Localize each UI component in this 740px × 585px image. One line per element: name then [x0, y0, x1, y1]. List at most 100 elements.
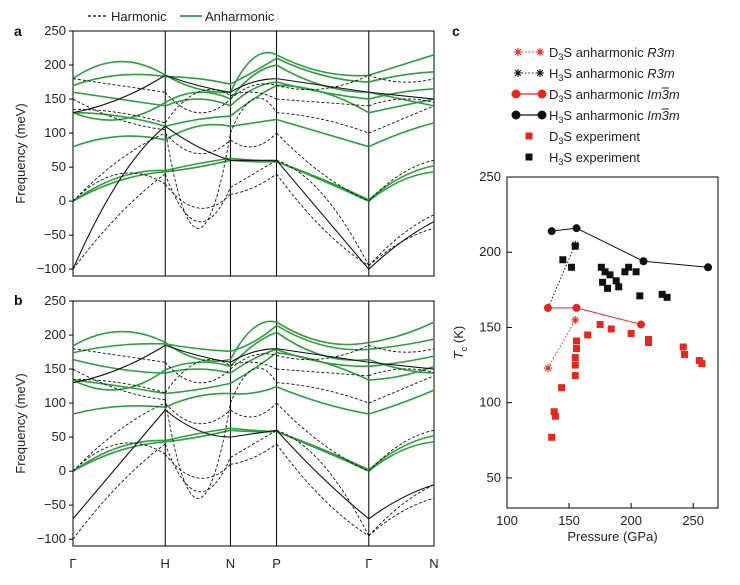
experiment-square-point	[573, 337, 581, 345]
legend-circle-marker	[537, 89, 547, 99]
x-tick-label: 100	[496, 513, 518, 528]
y-axis-label-subscript: c	[459, 346, 469, 351]
anharmonic-band-segment	[164, 123, 231, 141]
legend-phase-label: Im3m	[647, 87, 680, 102]
panel-a-dispersion: −100 −50 0 50 100 150 200 250 Frequency (meV)	[13, 23, 435, 277]
harmonic-band-segment	[276, 402, 369, 472]
anharmonic-band-segment	[368, 358, 435, 374]
experiment-square-point	[559, 256, 567, 264]
harmonic-optical-segment	[230, 348, 277, 363]
experiment-square-point	[597, 263, 605, 271]
panel-c-label: c	[452, 23, 460, 39]
anharmonic-band-segment	[72, 379, 166, 395]
anharmonic-band-segment	[165, 157, 231, 172]
harmonic-band-segment	[230, 159, 277, 188]
y-tick-label: 250	[479, 169, 501, 184]
k-point-label: H	[161, 556, 170, 571]
legend-phase-label: R3m	[647, 66, 675, 81]
experiment-square-point	[571, 372, 579, 380]
harmonic-band-segment	[368, 74, 435, 83]
y-axis-label-symbol: T	[451, 350, 466, 359]
harmonic-acoustic-segment	[368, 221, 435, 270]
harmonic-band-segment	[164, 402, 231, 424]
legend-entry-text: S anharmonic	[563, 108, 647, 123]
legend-entry-text: S anharmonic	[563, 45, 647, 60]
anharmonic-band-segment	[72, 330, 166, 347]
anharmonic-band-segment	[165, 427, 231, 442]
harmonic-band-segment	[276, 429, 370, 536]
experiment-square-point	[604, 284, 612, 292]
harmonic-band-segment	[230, 353, 277, 370]
experiment-square-point	[596, 320, 604, 328]
legend-formula-subscript: 3	[558, 136, 563, 146]
harmonic-band-segment	[72, 402, 166, 472]
harmonic-band-segment	[230, 83, 277, 100]
anharmonic-band-segment	[72, 135, 166, 148]
legend-formula-prefix: D	[549, 87, 558, 102]
anharmonic-band-segment	[72, 101, 166, 121]
harmonic-band-segment	[276, 173, 370, 267]
im3m-series-line	[547, 307, 642, 325]
harmonic-band-segment	[72, 442, 166, 472]
harmonic-band-segment	[276, 74, 369, 90]
im3m-series-line	[551, 227, 709, 268]
legend-formula-prefix: H	[549, 108, 558, 123]
plot-frame	[72, 30, 435, 277]
legend-entry-text: S anharmonic	[563, 87, 647, 102]
y-tick-label: 50	[52, 429, 66, 444]
im3m-circle-point	[547, 227, 556, 236]
panel-b-dispersion: −100 −50 0 50 100 150 200 250 Γ H N P Γ N Frequency (m…	[13, 293, 439, 571]
anharmonic-band-segment	[72, 439, 166, 472]
legend-star-marker	[514, 69, 522, 77]
r3m-star-point	[571, 315, 580, 324]
experiment-square-point	[558, 384, 566, 392]
legend-formula-prefix: D	[549, 129, 558, 144]
panel-a-legend: Harmonic Anharmonic	[88, 9, 275, 24]
legend-formula-subscript: 3	[558, 52, 563, 62]
experiment-square-point	[601, 268, 609, 276]
anharmonic-band-segment	[368, 441, 435, 472]
panel-a-label: a	[14, 23, 22, 39]
harmonic-band-segment	[230, 91, 277, 100]
anharmonic-band-segment	[72, 169, 166, 202]
experiment-square-point	[632, 268, 640, 276]
y-axis-label-unit: (K)	[451, 326, 466, 347]
legend-formula-subscript: 3	[558, 157, 563, 167]
y-axis-label: Frequency (meV)	[13, 103, 28, 203]
legend-phase-label: Im3m	[647, 108, 680, 123]
harmonic-optical-segment	[276, 348, 369, 363]
y-axis-label: Tc (K)	[451, 326, 469, 359]
experiment-square-point	[621, 268, 629, 276]
anharmonic-band-segment	[230, 57, 277, 85]
legend-square-marker	[525, 132, 533, 140]
legend-star-marker	[536, 48, 544, 56]
harmonic-band-segment	[230, 429, 277, 458]
im3m-circle-point	[639, 257, 648, 266]
anharmonic-band-segment	[72, 73, 166, 87]
experiment-square-point	[679, 343, 687, 351]
anharmonic-band-segment	[368, 71, 435, 83]
anharmonic-band-segment	[276, 54, 369, 77]
harmonic-acoustic-segment	[368, 484, 435, 520]
y-axis-label: Frequency (meV)	[13, 373, 28, 473]
legend-formula-prefix: H	[549, 66, 558, 81]
experiment-square-point	[606, 271, 614, 279]
harmonic-band-segment	[368, 98, 435, 107]
legend-circle-marker	[511, 89, 521, 99]
legend-circle-marker	[537, 110, 547, 120]
harmonic-acoustic-segment	[164, 409, 231, 438]
legend-entry-label: H3S anharmonic Im3m	[549, 108, 680, 125]
harmonic-band-segment	[164, 453, 231, 479]
harmonic-band-segment	[276, 132, 369, 202]
harmonic-band-segment	[72, 173, 166, 270]
harmonic-band-segment	[72, 348, 166, 363]
anharmonic-band-segment	[230, 386, 277, 395]
harmonic-band-segment	[164, 129, 231, 229]
anharmonic-band-segment	[164, 392, 231, 408]
anharmonic-band-segment	[165, 382, 231, 395]
harmonic-band-segment	[368, 368, 435, 377]
harmonic-band-segment	[164, 132, 231, 154]
harmonic-optical-segment	[368, 91, 435, 100]
harmonic-band-segment	[368, 484, 435, 537]
